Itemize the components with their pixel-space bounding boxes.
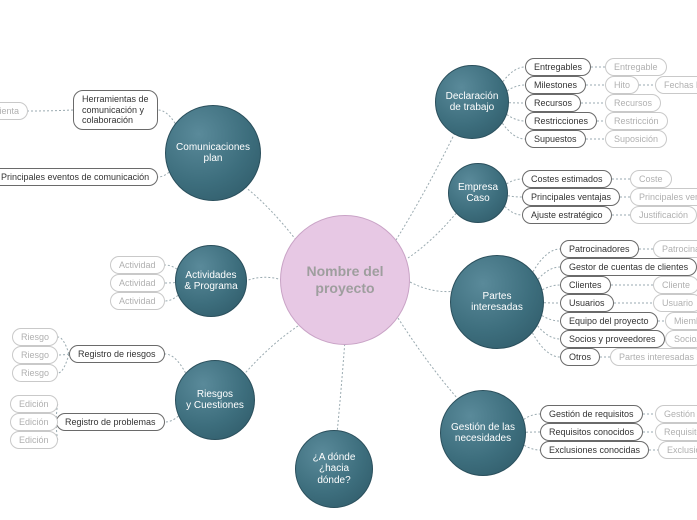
branch-label: ¿A dónde¿hacia dónde? [296,452,372,487]
subleaf-partes-4: Miembr [665,312,697,330]
leaf-partes-2: Clientes [560,276,611,294]
subleaf-riesgos-1-2: Edición [10,431,58,449]
leaf-partes-0: Patrocinadores [560,240,639,258]
leaf-partes-3: Usuarios [560,294,614,312]
leaf-decl-1: Milestones [525,76,586,94]
subleaf-comunicaciones-0-0: mienta [0,102,28,120]
subleaf-partes-6: Partes interesadas [610,348,697,366]
leaf-partes-6: Otros [560,348,600,366]
leaf-gestion-1: Requisitos conocidos [540,423,643,441]
subleaf-partes-5: Socio/P [665,330,697,348]
branch-riesgos: Riesgosy Cuestiones [175,360,255,440]
branch-label: Comunicacionesplan [170,142,256,165]
subleaf2-decl-1: Fechas lím [655,76,697,94]
leaf-actividades-2: Actividad [110,292,165,310]
leaf-decl-3: Restricciones [525,112,597,130]
leaf-empresa-1: Principales ventajas [522,188,620,206]
branch-label: Riesgosy Cuestiones [180,389,250,412]
leaf-actividades-1: Actividad [110,274,165,292]
branch-partes: Partes interesadas [450,255,544,349]
branch-actividades: Actividades& Programa [175,245,247,317]
leaf-decl-0: Entregables [525,58,591,76]
subleaf-partes-0: Patrocinador [653,240,697,258]
leaf-empresa-0: Costes estimados [522,170,612,188]
leaf-decl-2: Recursos [525,94,581,112]
subleaf-gestion-2: Exclusió [658,441,697,459]
leaf-empresa-2: Ajuste estratégico [522,206,612,224]
branch-gestion: Gestión de lasnecesidades [440,390,526,476]
branch-donde: ¿A dónde¿hacia dónde? [295,430,373,508]
subleaf-riesgos-0-2: Riesgo [12,364,58,382]
subleaf-decl-1: Hito [605,76,639,94]
subleaf-decl-2: Recursos [605,94,661,112]
leaf-riesgos-0: Registro de riesgos [69,345,165,363]
branch-label: Gestión de lasnecesidades [445,422,521,445]
subleaf-decl-0: Entregable [605,58,667,76]
leaf-decl-4: Supuestos [525,130,586,148]
leaf-comunicaciones-1: Principales eventos de comunicación [0,168,158,186]
leaf-partes-4: Equipo del proyecto [560,312,658,330]
subleaf-gestion-1: Requisito [655,423,697,441]
branch-comunicaciones: Comunicacionesplan [165,105,261,201]
leaf-gestion-0: Gestión de requisitos [540,405,643,423]
leaf-partes-5: Socios y proveedores [560,330,665,348]
central-label: Nombre delproyecto [298,263,391,297]
subleaf-decl-4: Suposición [605,130,667,148]
leaf-riesgos-1: Registro de problemas [56,413,165,431]
branch-label: Partes interesadas [451,291,543,314]
subleaf-gestion-0: Gestión d [655,405,697,423]
branch-label: Declaraciónde trabajo [440,91,505,114]
subleaf-riesgos-1-0: Edición [10,395,58,413]
subleaf-riesgos-0-1: Riesgo [12,346,58,364]
mindmap-canvas: Nombre delproyecto Declaraciónde trabajo… [0,0,697,520]
subleaf-partes-2: Cliente [653,276,697,294]
leaf-actividades-0: Actividad [110,256,165,274]
subleaf-empresa-1: Principales ventajas [630,188,697,206]
subleaf-partes-3: Usuario [653,294,697,312]
branch-label: EmpresaCaso [452,182,504,205]
central-node: Nombre delproyecto [280,215,410,345]
subleaf-empresa-2: Justificación [630,206,697,224]
branch-empresa: EmpresaCaso [448,163,508,223]
branch-decl: Declaraciónde trabajo [435,65,509,139]
subleaf-empresa-0: Coste [630,170,672,188]
leaf-comunicaciones-0: Herramientas decomunicación ycolaboració… [73,90,158,130]
branch-label: Actividades& Programa [178,270,243,293]
subleaf-riesgos-0-0: Riesgo [12,328,58,346]
subleaf-decl-3: Restricción [605,112,668,130]
leaf-gestion-2: Exclusiones conocidas [540,441,649,459]
subleaf-riesgos-1-1: Edición [10,413,58,431]
leaf-partes-1: Gestor de cuentas de clientes [560,258,697,276]
